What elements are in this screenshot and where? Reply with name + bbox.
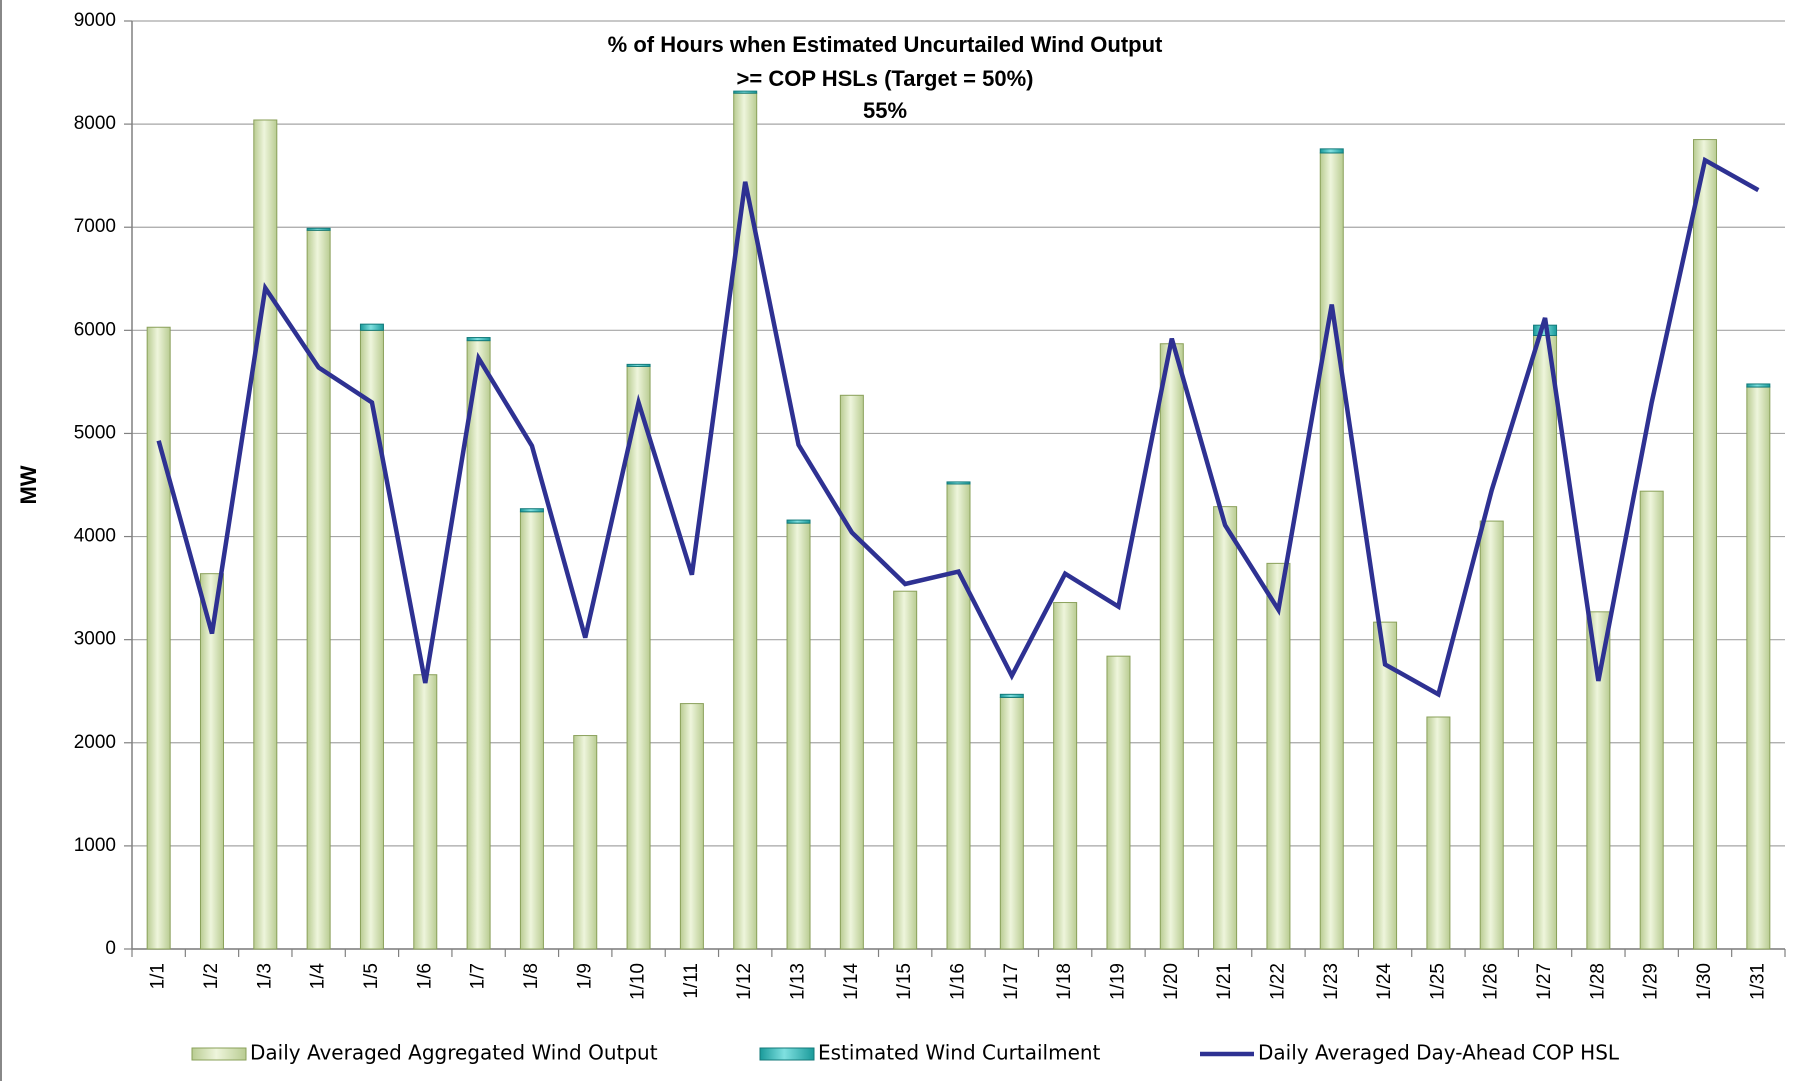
x-tick-label: 1/5 xyxy=(361,963,382,989)
x-tick-label: 1/4 xyxy=(308,963,329,990)
legend-swatch xyxy=(191,1047,247,1061)
x-tick-label: 1/11 xyxy=(681,963,702,999)
bar xyxy=(1373,621,1398,950)
bar xyxy=(786,522,811,950)
x-tick-label: 1/3 xyxy=(254,963,275,989)
x-tick-label: 1/12 xyxy=(734,963,755,1000)
x-tick-label: 1/31 xyxy=(1747,963,1768,1000)
bar xyxy=(519,508,544,513)
bar xyxy=(466,340,491,950)
x-tick-label: 1/21 xyxy=(1214,963,1235,1000)
line-series xyxy=(156,156,1760,698)
bar xyxy=(1213,506,1238,950)
bar xyxy=(1479,520,1504,950)
bar xyxy=(893,590,918,950)
bar xyxy=(1053,602,1078,950)
bar xyxy=(679,703,704,950)
bar xyxy=(1533,334,1558,950)
x-tick-label: 1/20 xyxy=(1161,963,1182,1000)
bar xyxy=(199,573,224,950)
y-tick-label: 5000 xyxy=(74,422,116,443)
bar xyxy=(1319,152,1344,950)
bar xyxy=(359,323,384,331)
bar xyxy=(1693,139,1718,950)
chart-title: >= COP HSLs (Target = 50%) xyxy=(737,66,1034,91)
x-tick-label: 1/22 xyxy=(1267,963,1288,1000)
x-tick-label: 1/25 xyxy=(1427,963,1448,1000)
bar xyxy=(1586,611,1611,950)
bar xyxy=(1319,148,1344,154)
legend-swatch xyxy=(759,1047,815,1061)
x-tick-label: 1/19 xyxy=(1107,963,1128,1000)
bar xyxy=(1639,490,1664,950)
bar xyxy=(733,90,758,94)
x-tick-label: 1/29 xyxy=(1641,963,1662,1000)
x-tick-label: 1/26 xyxy=(1481,963,1502,1000)
bar xyxy=(1106,655,1131,950)
y-tick-label: 8000 xyxy=(74,113,116,134)
y-tick-label: 9000 xyxy=(74,10,116,31)
y-tick-label: 3000 xyxy=(74,629,116,650)
bar xyxy=(306,227,331,231)
bar xyxy=(253,119,278,950)
legend-label: Daily Averaged Day-Ahead COP HSL xyxy=(1258,1041,1620,1065)
x-tick-label: 1/16 xyxy=(948,963,969,1000)
bar xyxy=(946,481,971,485)
x-tick-label: 1/15 xyxy=(894,963,915,1000)
bar xyxy=(946,483,971,950)
bar xyxy=(839,394,864,950)
x-tick-label: 1/1 xyxy=(148,963,169,989)
y-tick-label: 7000 xyxy=(74,216,116,237)
bar xyxy=(359,329,384,950)
x-tick-label: 1/24 xyxy=(1374,963,1395,1000)
bar xyxy=(786,519,811,524)
bar xyxy=(1426,716,1451,950)
y-tick-label: 2000 xyxy=(74,732,116,753)
bar xyxy=(413,674,438,950)
bar xyxy=(1746,383,1771,388)
x-tick-label: 1/2 xyxy=(201,963,222,989)
x-tick-label: 1/18 xyxy=(1054,963,1075,1000)
x-tick-label: 1/9 xyxy=(574,963,595,989)
bar xyxy=(573,735,598,950)
y-tick-label: 0 xyxy=(105,938,116,959)
bar xyxy=(626,363,651,367)
bar xyxy=(999,696,1024,950)
chart-title: % of Hours when Estimated Uncurtailed Wi… xyxy=(608,32,1163,57)
x-tick-label: 1/17 xyxy=(1001,963,1022,1000)
y-tick-label: 6000 xyxy=(74,319,116,340)
y-tick-label: 1000 xyxy=(74,835,116,856)
x-tick-label: 1/8 xyxy=(521,963,542,989)
legend-label: Estimated Wind Curtailment xyxy=(818,1041,1101,1065)
x-tick-label: 1/6 xyxy=(414,963,435,989)
x-tick-label: 1/13 xyxy=(788,963,809,1000)
y-tick-label: 4000 xyxy=(74,526,116,547)
x-tick-label: 1/14 xyxy=(841,963,862,1000)
bar xyxy=(466,337,491,342)
bar xyxy=(626,365,651,950)
annotation: 55% xyxy=(863,98,907,123)
x-tick-label: 1/23 xyxy=(1321,963,1342,1000)
x-tick-label: 1/7 xyxy=(468,963,489,989)
x-tick-label: 1/27 xyxy=(1534,963,1555,1000)
bar xyxy=(999,693,1024,698)
y-axis-label: MW xyxy=(16,465,41,504)
x-tick-label: 1/30 xyxy=(1694,963,1715,1000)
bar xyxy=(519,511,544,950)
bar xyxy=(1159,343,1184,950)
bar xyxy=(1746,386,1771,950)
bar xyxy=(1266,562,1291,950)
bar xyxy=(146,326,171,950)
x-tick-label: 1/28 xyxy=(1587,963,1608,1000)
bar xyxy=(306,229,331,950)
x-tick-label: 1/10 xyxy=(628,963,649,1000)
legend-label: Daily Averaged Aggregated Wind Output xyxy=(250,1041,658,1065)
